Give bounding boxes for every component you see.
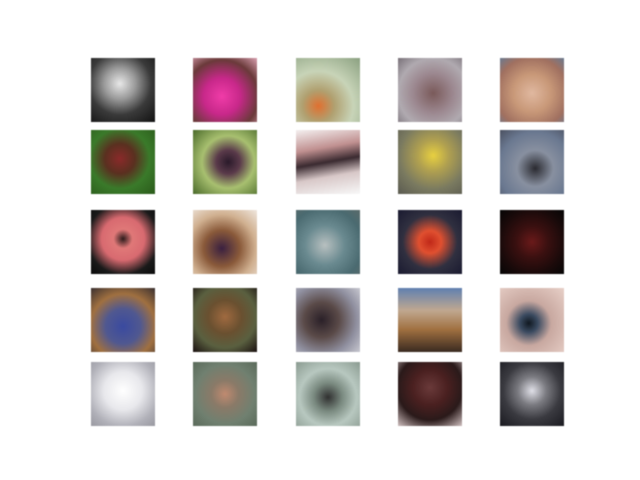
sample-image [500, 130, 564, 194]
sample-image [398, 288, 462, 352]
sample-image [91, 130, 155, 194]
sample-image [296, 362, 360, 426]
sample-image [193, 210, 257, 274]
sample-image [398, 210, 462, 274]
sample-image [193, 130, 257, 194]
sample-image [91, 362, 155, 426]
sample-image [91, 288, 155, 352]
sample-image [500, 210, 564, 274]
sample-image [296, 288, 360, 352]
sample-image [296, 210, 360, 274]
sample-image [296, 58, 360, 122]
sample-image [91, 58, 155, 122]
sample-image [398, 362, 462, 426]
sample-image [398, 130, 462, 194]
sample-image [398, 58, 462, 122]
sample-image [500, 58, 564, 122]
sample-image [193, 362, 257, 426]
sample-image [500, 288, 564, 352]
sample-image [296, 130, 360, 194]
sample-image [193, 58, 257, 122]
sample-image [91, 210, 155, 274]
sample-image [500, 362, 564, 426]
sample-image [193, 288, 257, 352]
